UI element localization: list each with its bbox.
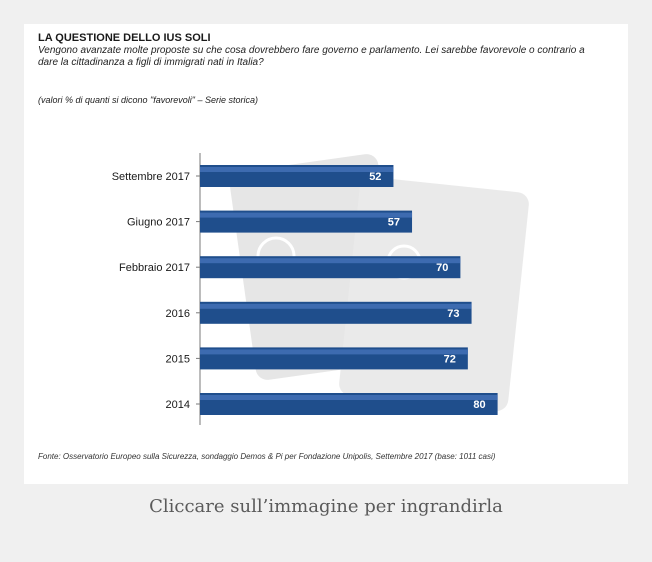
value-label: 72 xyxy=(444,353,456,365)
bar-highlight xyxy=(200,167,393,172)
category-label: Febbraio 2017 xyxy=(119,262,190,274)
value-label: 57 xyxy=(388,217,400,229)
value-label: 70 xyxy=(436,262,448,274)
category-label: 2016 xyxy=(166,308,190,320)
bar-highlight xyxy=(200,258,460,263)
bar-highlight xyxy=(200,395,498,400)
category-label: Giugno 2017 xyxy=(127,217,190,229)
bar-highlight xyxy=(200,349,468,354)
category-label: 2014 xyxy=(166,399,190,411)
category-label: Settembre 2017 xyxy=(112,171,190,183)
bar-highlight xyxy=(200,304,472,309)
passport-background-decoration xyxy=(228,153,530,413)
image-caption: Cliccare sull’immagine per ingrandirla xyxy=(0,496,652,517)
value-label: 80 xyxy=(473,399,485,411)
bar-chart: Settembre 2017 52 Giugno 2017 57 Febbraio 20… xyxy=(24,24,628,484)
source-note: Fonte: Osservatorio Europeo sulla Sicure… xyxy=(38,452,598,462)
value-label: 52 xyxy=(369,171,381,183)
category-label: 2015 xyxy=(166,353,190,365)
bar-highlight xyxy=(200,213,412,218)
chart-image[interactable]: LA QUESTIONE DELLO IUS SOLI Vengono avan… xyxy=(24,24,628,484)
value-label: 73 xyxy=(447,308,459,320)
